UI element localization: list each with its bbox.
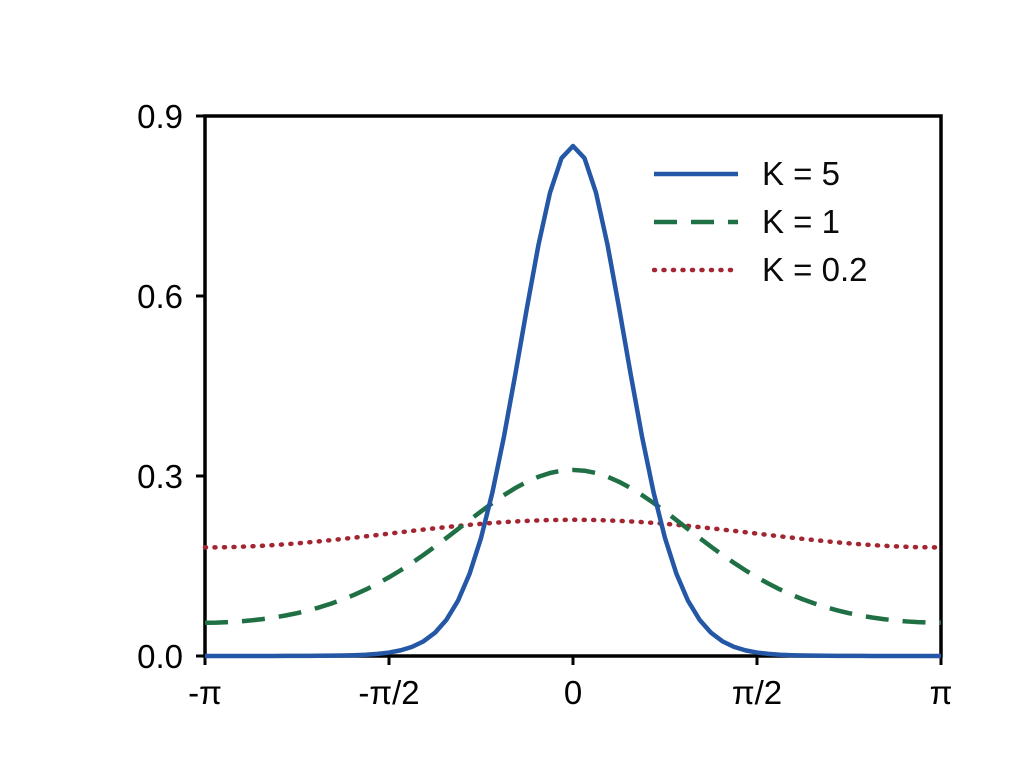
x-tick-label: π/2 <box>732 674 782 711</box>
legend-label-k1: K = 1 <box>762 203 840 240</box>
x-tick-label: 0 <box>564 674 582 711</box>
legend-sample-dashed <box>654 219 738 225</box>
legend-sample-dotted <box>652 267 740 273</box>
curve-k-5 <box>205 143 941 659</box>
x-tick-label: -π <box>188 674 222 711</box>
y-tick-label: 0.9 <box>137 98 183 135</box>
legend: K = 5 K = 1 K = 0.2 <box>652 155 868 288</box>
legend-label-k02: K = 0.2 <box>762 251 868 288</box>
x-tick-label: -π/2 <box>358 674 419 711</box>
legend-entry-k02: K = 0.2 <box>652 251 868 288</box>
y-tick-label: 0.6 <box>137 278 183 315</box>
legend-entry-k1: K = 1 <box>652 203 868 240</box>
x-tick-label: π <box>930 674 953 711</box>
curve-k-0.2 <box>202 517 944 550</box>
legend-entry-k5: K = 5 <box>652 155 868 192</box>
legend-sample-solid <box>654 171 738 177</box>
y-tick-label: 0.3 <box>137 458 183 495</box>
legend-label-k5: K = 5 <box>762 155 840 192</box>
curve-k-1 <box>204 467 942 625</box>
y-tick-label: 0.0 <box>137 638 183 675</box>
